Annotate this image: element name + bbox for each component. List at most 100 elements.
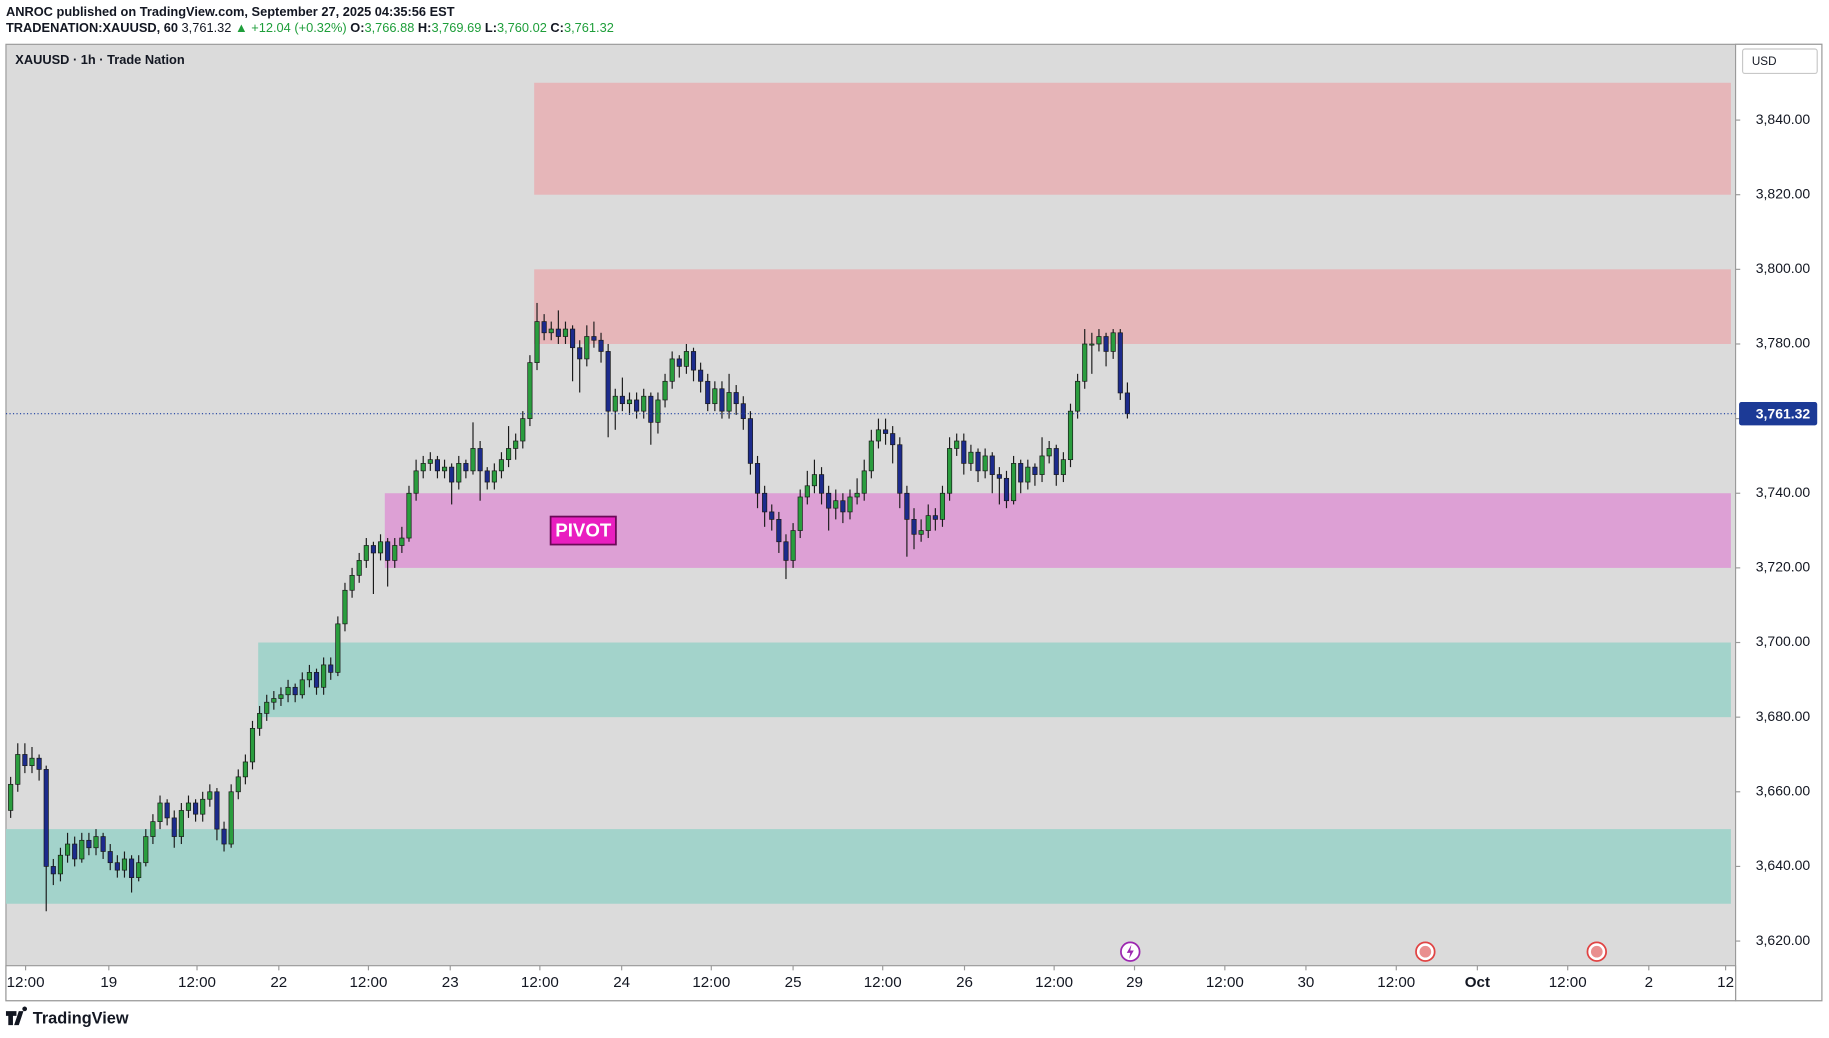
currency-box[interactable] (1741, 48, 1818, 75)
candle-body (470, 448, 476, 472)
candle-body (228, 791, 234, 845)
publisher: ANROC published on TradingView.com, Sept… (6, 4, 455, 19)
candle-body (584, 336, 590, 360)
candle-body (299, 679, 305, 696)
l-label: L: (485, 21, 497, 36)
candle-body (328, 664, 334, 673)
candle-body (50, 866, 56, 875)
candle-body (740, 403, 746, 419)
candle-body (577, 347, 583, 360)
candle-body (598, 339, 604, 352)
y-tick-label: 3,840.00 (1756, 111, 1811, 127)
candle-body (747, 418, 753, 464)
candle-body (890, 433, 896, 446)
candle-body (491, 470, 497, 483)
candle-body (1103, 336, 1109, 352)
candle-body (257, 713, 263, 729)
candle-body (377, 541, 384, 554)
candle-body (754, 463, 761, 494)
candle-body (811, 474, 817, 487)
candle-body (875, 429, 882, 442)
candle-body (982, 455, 988, 472)
candle-body (214, 791, 220, 830)
x-tick-label: 12:00 (1549, 974, 1587, 991)
candle-body (733, 392, 739, 405)
zone (534, 269, 1731, 344)
candle-body (1082, 343, 1088, 382)
candle-body (193, 802, 199, 815)
candle-body (36, 757, 42, 770)
candle-body (143, 836, 149, 864)
candle-body (705, 380, 711, 405)
candle-body (790, 530, 796, 561)
event-icons (1120, 941, 1607, 962)
candle-body (861, 470, 867, 494)
candle-body (804, 485, 810, 498)
candle-body (278, 694, 284, 699)
y-tick-label: 3,680.00 (1756, 708, 1811, 724)
candle-body (1039, 455, 1045, 475)
candle-body (406, 492, 412, 539)
candle-body (171, 817, 177, 837)
candle-body (285, 686, 291, 696)
candle-body (619, 395, 625, 405)
candle-body (114, 862, 120, 871)
candle-body (833, 500, 839, 509)
candle-body (541, 321, 547, 334)
y-tick-label: 3,800.00 (1756, 260, 1811, 276)
brand-name: TradingView (33, 1010, 129, 1028)
x-tick-label: 12 (1717, 974, 1734, 991)
y-tick-label: 3,700.00 (1756, 633, 1811, 649)
x-tick-label: 12:00 (692, 974, 730, 991)
symbol-line: TRADENATION:XAUUSD, 60 3,761.32 ▲ +12.04… (6, 21, 614, 36)
candle-body (534, 321, 540, 363)
candle-body (562, 328, 569, 337)
c: 3,761.32 (564, 21, 614, 36)
candle-body (484, 470, 490, 483)
candle-body (441, 466, 448, 472)
y-tick-label: 3,640.00 (1756, 857, 1811, 873)
x-tick-label: 30 (1298, 974, 1315, 991)
y-tick-label: 3,820.00 (1756, 185, 1811, 201)
y-tick-label: 3,620.00 (1756, 932, 1811, 948)
candle-body (1003, 477, 1010, 502)
candle-body (797, 496, 803, 531)
candle-body (904, 492, 910, 520)
plot: PIVOT (5, 82, 1736, 912)
candle-body (29, 757, 35, 767)
candle-body (947, 448, 953, 494)
zone (258, 642, 1731, 718)
last: 3,761.32 (182, 21, 232, 36)
candle-body (1117, 332, 1123, 394)
zone (5, 829, 1731, 904)
candle-body (698, 369, 704, 382)
candle-body (498, 459, 505, 472)
candle-body (840, 500, 846, 513)
x-tick-label: 25 (785, 974, 802, 991)
candle-body (242, 761, 248, 778)
last-price-label: 3,761.32 (1756, 406, 1811, 422)
chart-title: XAUUSD · 1h · Trade Nation (15, 52, 185, 67)
candle-body (1046, 448, 1052, 457)
o-label: O: (350, 21, 364, 36)
candle-body (897, 444, 903, 494)
candle-body (129, 858, 135, 878)
candle-body (883, 429, 889, 434)
candle-body (719, 388, 725, 412)
time-axis (5, 965, 1737, 1002)
x-tick-label: 12:00 (178, 974, 216, 991)
x-tick-label: Oct (1465, 974, 1490, 991)
y-tick-label: 3,780.00 (1756, 335, 1811, 351)
x-tick-label: 12:00 (864, 974, 902, 991)
candle-body (712, 388, 718, 405)
candle-body (93, 836, 99, 849)
candle-body (975, 451, 981, 472)
y-tick-label: 3,660.00 (1756, 782, 1811, 798)
last-price-box (1739, 402, 1818, 426)
h-label: H: (418, 21, 432, 36)
candle-body (321, 664, 327, 688)
candle-body (313, 672, 320, 688)
candle-body (185, 802, 192, 811)
candle-body (591, 336, 597, 341)
candle-body (769, 511, 775, 520)
